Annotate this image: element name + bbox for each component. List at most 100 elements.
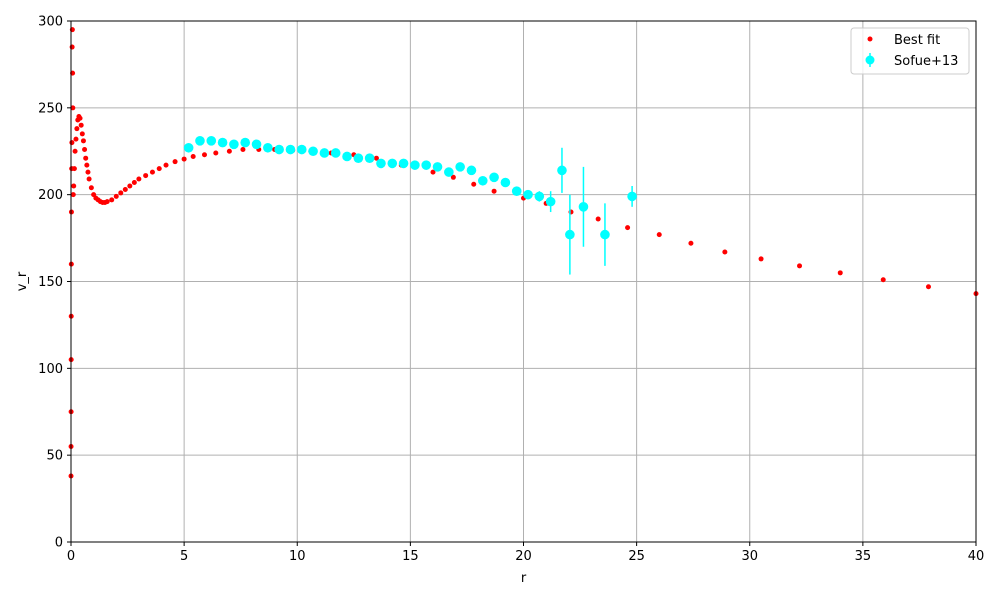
best-fit-point (82, 147, 88, 153)
sofue-point (274, 144, 284, 155)
sofue-point (330, 148, 341, 158)
best-fit-point (122, 186, 128, 192)
best-fit-point (797, 263, 803, 269)
best-fit-point (79, 131, 85, 137)
sofue-point (421, 160, 432, 170)
y-tick-label: 300 (38, 15, 63, 30)
x-tick-label: 30 (741, 549, 758, 564)
best-fit-point (656, 232, 662, 238)
sofue-point (217, 137, 228, 148)
x-tick-label: 25 (628, 549, 645, 564)
best-fit-point (430, 169, 436, 175)
legend-box (850, 27, 970, 75)
y-axis-ticks: 0 50 100 150 200 250 300 (38, 15, 71, 551)
y-tick-label: 150 (38, 275, 63, 290)
sofue-point (263, 142, 273, 153)
sofue-point (578, 202, 589, 212)
best-fit-point (69, 140, 75, 146)
y-tick-label: 200 (38, 188, 63, 203)
sofue-point (489, 172, 499, 183)
sofue-point (206, 136, 217, 146)
best-fit-point (85, 169, 91, 175)
x-axis-ticks: 0 5 10 15 20 25 30 35 40 (67, 542, 984, 564)
best-fit-point (625, 225, 631, 231)
sofue-point (523, 189, 533, 200)
sofue-point (364, 153, 375, 163)
x-tick-label: 20 (515, 549, 532, 564)
best-fit-point (104, 199, 110, 205)
best-fit-point (83, 155, 89, 161)
series-sofue13 (183, 136, 637, 275)
sofue-point (240, 137, 251, 148)
sofue-point (319, 148, 330, 158)
best-fit-point (201, 152, 207, 158)
sofue-point (500, 177, 511, 188)
y-tick-label: 50 (46, 449, 63, 464)
best-fit-point (172, 159, 178, 165)
best-fit-point (595, 216, 601, 222)
legend-best-fit-label: Best fit (894, 33, 940, 48)
sofue-point (376, 158, 386, 169)
sofue-point (477, 175, 488, 186)
best-fit-point (72, 148, 78, 154)
sofue-point (511, 186, 522, 196)
sofue-point (557, 165, 567, 176)
best-fit-point (118, 190, 124, 196)
x-tick-label: 40 (968, 549, 985, 564)
sofue-point (296, 144, 307, 155)
legend-best-fit-marker (867, 36, 873, 42)
best-fit-point (688, 240, 694, 246)
sofue-point (285, 144, 296, 155)
best-fit-point (226, 148, 232, 154)
sofue-point (251, 139, 262, 150)
y-axis-label: v_r (15, 271, 30, 291)
x-axis-label: r (521, 571, 527, 586)
sofue-point (444, 167, 454, 177)
y-tick-label: 250 (38, 101, 63, 116)
best-fit-point (149, 169, 155, 175)
best-fit-point (450, 174, 456, 180)
best-fit-point (837, 270, 843, 276)
best-fit-point (213, 150, 219, 156)
legend-sofue-label: Sofue+13 (894, 54, 958, 69)
legend-sofue-marker (865, 55, 875, 65)
best-fit-point (70, 105, 76, 111)
best-fit-point (156, 166, 162, 172)
x-tick-label: 35 (855, 549, 872, 564)
x-tick-label: 0 (67, 549, 75, 564)
best-fit-point (77, 115, 83, 121)
sofue-point (455, 162, 465, 172)
best-fit-point (88, 185, 94, 191)
best-fit-point (181, 156, 187, 162)
sofue-point (353, 153, 364, 163)
sofue-point (565, 229, 575, 240)
y-tick-label: 0 (55, 536, 63, 551)
y-tick-label: 100 (38, 362, 63, 377)
legend: Best fit Sofue+13 (850, 27, 970, 75)
best-fit-point (84, 162, 90, 168)
best-fit-point (880, 277, 886, 283)
sofue-point (534, 191, 545, 202)
x-tick-label: 10 (289, 549, 306, 564)
best-fit-point (127, 183, 133, 189)
best-fit-point (491, 188, 497, 194)
best-fit-point (78, 122, 84, 128)
best-fit-point (131, 180, 137, 186)
best-fit-point (74, 126, 80, 132)
sofue-point (410, 160, 420, 170)
best-fit-point (80, 138, 86, 144)
sofue-point (432, 162, 443, 172)
best-fit-point (69, 44, 75, 50)
best-fit-point (143, 173, 149, 179)
sofue-point (545, 196, 556, 207)
best-fit-point (136, 176, 142, 182)
best-fit-point (70, 192, 76, 198)
sofue-point (398, 158, 409, 169)
sofue-point (308, 146, 318, 157)
best-fit-point (86, 176, 92, 182)
sofue-point (183, 142, 194, 153)
sofue-point (195, 136, 205, 146)
best-fit-point (373, 155, 379, 161)
sofue-point (466, 165, 477, 176)
